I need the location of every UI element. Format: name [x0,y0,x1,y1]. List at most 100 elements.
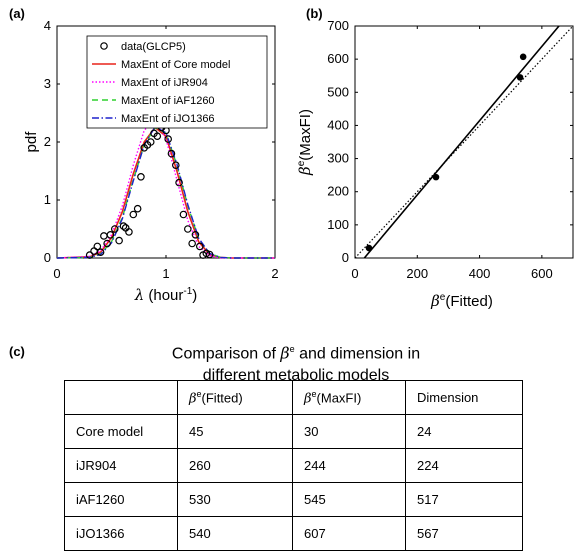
legend-box [86,35,268,129]
table-header-row: βe(Fitted) βe(MaxFI) Dimension [64,380,523,415]
chart-a-data-point [184,225,192,233]
table-cell-dimension: 567 [405,516,523,551]
chart-b-data-point [516,74,524,81]
chart-a-ytick-label: 0 [44,250,51,265]
table-title-beta: β [280,343,290,363]
chart-a-xlabel-text: (hour [144,287,183,304]
header-cell-empty [64,380,178,415]
chart-a-ylabel: pdf [23,131,40,153]
chart-a-data-point [137,173,145,181]
chart-b-frame [354,25,574,259]
chart-b-ytick-label: 300 [327,151,349,166]
chart-b-xtick-label: 0 [351,266,358,281]
chart-a-series-line-4 [56,125,275,259]
chart-b-xlabel: βe(Fitted) [430,292,493,310]
chart-a-series-line-3 [56,126,275,259]
chart-b-data-point [432,173,440,181]
header-cell-maxfi: βe(MaxFI) [292,380,406,415]
chart-a-data-point [191,231,200,239]
header-fitted-beta: β [189,391,197,407]
chart-b-ytick-label: 100 [327,217,349,232]
table-row: iAF1260 530 545 517 [64,482,523,517]
legend-marker [100,42,108,50]
chart-a-data-point [179,210,188,219]
chart-b-xtick-label: 600 [531,266,553,281]
chart-a-data-point [115,236,123,245]
legend-label: MaxEnt of Core model [121,59,230,71]
header-maxfi-beta: β [304,391,312,407]
charts-svg: 0 1 2 0 1 2 3 4 pdf λ (hour-1) data(GLCP5) MaxEn… [23,18,574,310]
header-fitted-text: (Fitted) [201,390,243,406]
table-cell-maxfi: 545 [292,482,406,517]
chart-a-ytick-label: 1 [44,192,51,207]
chart-b-plot-area [355,26,573,258]
chart-a-series-line-2 [56,117,275,259]
chart-b-xtick-label: 200 [406,266,428,281]
chart-a-series [56,117,275,259]
table-title-line1: Comparison of βe and dimension in [96,338,496,365]
chart-a-data-point [96,248,105,257]
chart-a-ytick-label: 4 [44,18,51,33]
chart-b-ylabel-symbol: β [296,166,314,176]
panel-label-a: (a) [9,6,25,21]
chart-b-data-point [365,244,373,252]
chart-a-data-point [205,250,214,259]
table-cell-fitted: 530 [177,482,293,517]
table-cell-maxfi: 607 [292,516,406,551]
comparison-table: βe(Fitted) βe(MaxFI) Dimension Core mode… [64,380,523,551]
chart-b-ytick-label: 0 [342,250,349,265]
legend-label: MaxEnt of iJO1366 [121,113,215,125]
panel-label-c: (c) [9,344,25,359]
chart-b-ylabel: βe(MaxFI) [296,109,314,176]
chart-a-data-point [129,210,138,219]
chart-a-data-point [110,225,119,233]
chart-b-ytick-label: 500 [327,84,349,99]
chart-a-ytick-label: 3 [44,76,51,91]
table-cell-model: iJO1366 [64,516,178,551]
chart-a-data-point [106,231,115,239]
chart-b-ylabel-text: (MaxFI) [297,109,314,161]
chart-a-xlabel-close: ) [192,287,197,304]
legend-label: MaxEnt of iAF1260 [121,95,215,107]
chart-b-identity-line [355,26,573,258]
chart-b-ytick-label: 700 [327,18,349,33]
header-maxfi-sup: e [311,388,317,399]
chart-b-ytick-label: 600 [327,51,349,66]
chart-a-data-point [153,132,162,141]
chart-a-data-point [100,232,108,240]
chart-b-fit-line [363,26,560,258]
table-cell-model: iJR904 [64,448,178,483]
table-cell-model: iAF1260 [64,482,178,517]
table-title-after: and dimension in [294,345,421,363]
header-cell-dimension: Dimension [405,380,523,415]
table-title-before: Comparison of [171,345,281,363]
chart-a-data-point [175,178,183,187]
chart-b-data-point [519,53,527,61]
chart-b-xtick-label: 400 [469,266,491,281]
chart-a-xtick-label: 2 [271,266,278,281]
chart-a-xtick-label: 1 [162,266,169,281]
chart-b-ylabel-sup: e [296,160,307,166]
chart-a-data-point [188,239,196,248]
panel-label-b: (b) [306,6,323,21]
table-title-sup: e [289,344,295,354]
chart-a-ytick-label: 2 [44,134,51,149]
chart-b-xlabel-text: (Fitted) [445,293,493,310]
chart-b-ytick-label: 200 [327,184,349,199]
chart-b-xlabel-symbol: β [430,292,440,310]
table-cell-fitted: 45 [177,414,293,449]
chart-a-data-point [195,242,204,251]
chart-b-xlabel-sup: e [440,292,446,303]
chart-b-content [355,26,573,258]
table-cell-dimension: 517 [405,482,523,517]
chart-a-data-point [146,138,155,146]
table-cell-fitted: 260 [177,448,293,483]
chart-a-data-point [103,239,111,248]
chart-a-xlabel: λ (hour-1) [134,286,198,304]
table-cell-fitted: 540 [177,516,293,551]
table-cell-dimension: 224 [405,448,523,483]
chart-a-data-point [93,242,102,251]
table-cell-model: Core model [64,414,178,449]
header-cell-fitted: βe(Fitted) [177,380,293,415]
chart-a-xlabel-symbol: λ [134,286,145,304]
